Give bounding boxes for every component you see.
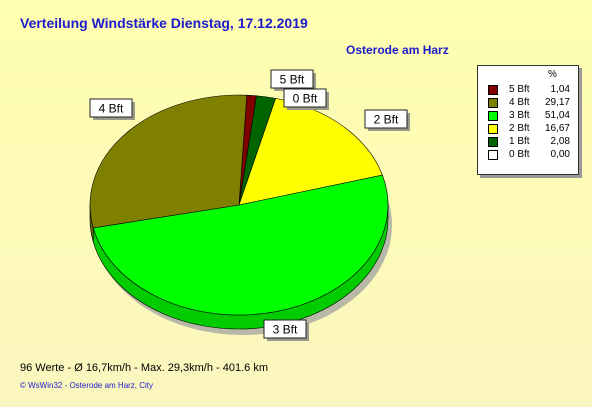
legend-row-3bft: 3 Bft 51,04 — [478, 110, 578, 123]
pie-slice-3bft — [92, 174, 389, 316]
callout-box-0bft — [283, 88, 327, 108]
legend-label: 5 Bft — [509, 84, 530, 95]
legend-swatch-5bft — [488, 85, 498, 95]
pie-slice-4bft — [89, 94, 248, 229]
callout-label-5bft: 5 Bft — [280, 73, 305, 87]
legend: % 5 Bft 1,04 4 Bft 29,17 3 Bft 51,04 2 B… — [477, 65, 579, 175]
callout-label-2bft: 2 Bft — [374, 113, 399, 127]
legend-label: 2 Bft — [509, 123, 530, 134]
legend-swatch-4bft — [488, 98, 498, 108]
legend-swatch-3bft — [488, 111, 498, 121]
legend-value: 51,04 — [544, 110, 570, 121]
callout-label-0bft: 0 Bft — [293, 92, 318, 106]
stats-footer: 96 Werte - Ø 16,7km/h - Max. 29,3km/h - … — [20, 362, 268, 374]
legend-row-5bft: 5 Bft 1,04 — [478, 84, 578, 97]
callout-label-4bft: 4 Bft — [99, 102, 124, 116]
legend-swatch-0bft — [488, 150, 498, 160]
legend-value: 16,67 — [544, 123, 570, 134]
credit-line: © WsWin32 - Osterode am Harz, City — [20, 381, 154, 390]
legend-row-4bft: 4 Bft 29,17 — [478, 97, 578, 110]
legend-swatch-2bft — [488, 124, 498, 134]
legend-value: 2,08 — [550, 136, 570, 147]
callout-label-3bft: 3 Bft — [273, 323, 298, 337]
legend-label: 3 Bft — [509, 110, 530, 121]
legend-label: 1 Bft — [509, 136, 530, 147]
callout-box-2bft — [364, 109, 408, 129]
chart-title: Verteilung Windstärke Dienstag, 17.12.20… — [20, 15, 308, 31]
legend-swatch-1bft — [488, 137, 498, 147]
legend-label: 0 Bft — [509, 149, 530, 160]
legend-value: 0,00 — [550, 149, 570, 160]
legend-header: % — [548, 69, 557, 80]
legend-row-1bft: 1 Bft 2,08 — [478, 136, 578, 149]
legend-value: 1,04 — [550, 84, 570, 95]
callout-box-4bft — [89, 98, 133, 118]
legend-value: 29,17 — [544, 97, 570, 108]
callout-box-5bft — [270, 69, 314, 89]
chart-subtitle: Osterode am Harz — [346, 43, 449, 57]
callout-box-3bft — [263, 319, 307, 339]
legend-row-2bft: 2 Bft 16,67 — [478, 123, 578, 136]
legend-label: 4 Bft — [509, 97, 530, 108]
legend-row-0bft: 0 Bft 0,00 — [478, 149, 578, 162]
